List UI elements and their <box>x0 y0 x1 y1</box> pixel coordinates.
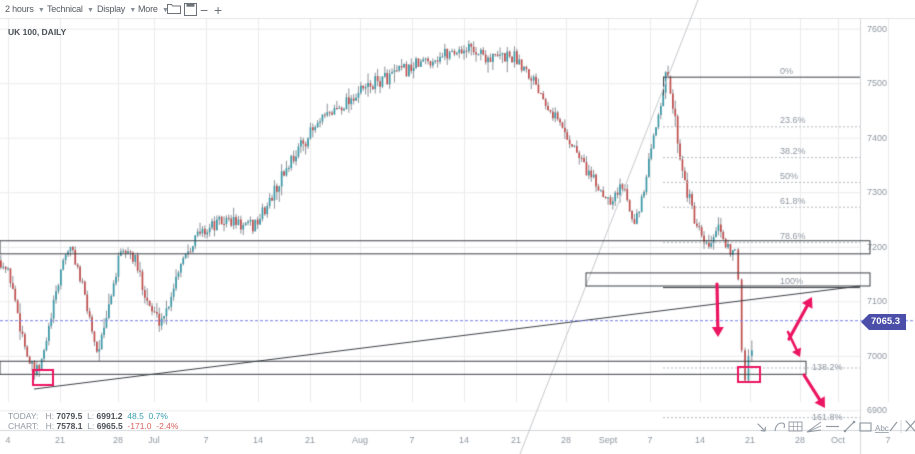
svg-text:Abc: Abc <box>875 424 889 433</box>
